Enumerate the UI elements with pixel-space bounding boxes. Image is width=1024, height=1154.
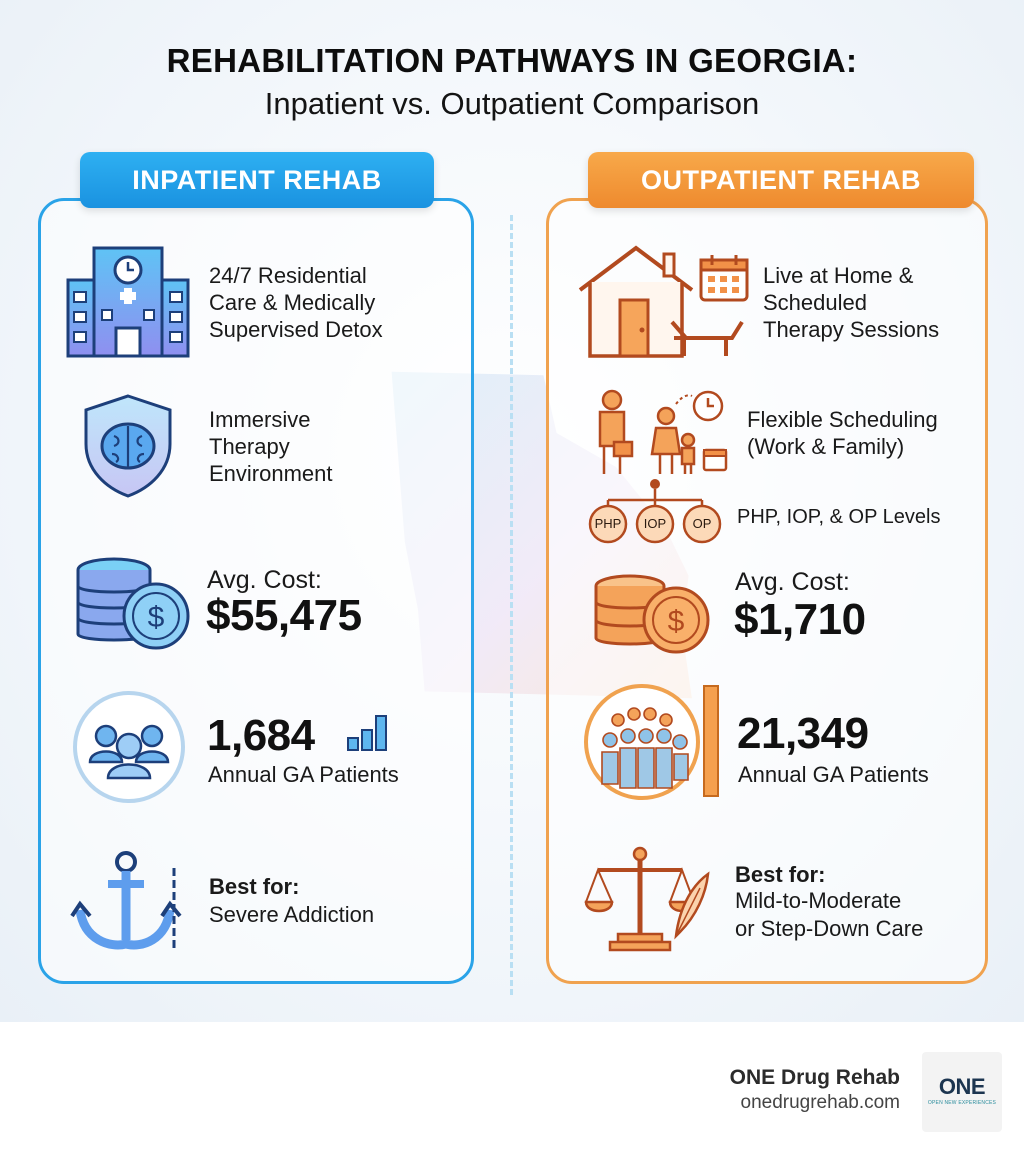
- home-line-3: Therapy Sessions: [763, 317, 940, 342]
- outpatient-best-line-1: Mild-to-Moderate: [735, 888, 902, 913]
- hospital-icon: [66, 246, 190, 358]
- inpatient-badge: INPATIENT REHAB: [80, 152, 434, 208]
- therapy-line-1: Immersive: [209, 407, 311, 432]
- flex-line-1: Flexible Scheduling: [747, 407, 938, 432]
- coins-dollar-icon: $: [76, 557, 190, 650]
- crowd-icon: [584, 684, 719, 800]
- inpatient-cost-label: Avg. Cost:: [207, 566, 322, 594]
- flex-line-2: (Work & Family): [747, 434, 905, 459]
- inpatient-patients-label: Annual GA Patients: [208, 762, 399, 787]
- footer-brand: ONE Drug Rehab: [729, 1066, 900, 1089]
- outpatient-cost-value: $1,710: [734, 595, 866, 644]
- inpatient-care-text: 24/7 Residential Care & Medically Superv…: [209, 262, 383, 343]
- center-divider: [510, 215, 513, 995]
- inpatient-best-label: Best for:: [209, 874, 300, 899]
- inpatient-therapy-text: Immersive Therapy Environment: [209, 406, 333, 487]
- outpatient-patients-value: 21,349: [737, 709, 869, 758]
- anchor-chain-icon: [70, 851, 182, 952]
- family-clock-icon: [598, 389, 728, 474]
- logo-tagline: OPEN NEW EXPERIENCES: [927, 1100, 997, 1106]
- level-badge-op: OP: [692, 516, 712, 531]
- therapy-line-3: Environment: [209, 461, 333, 486]
- care-line-1: 24/7 Residential: [209, 263, 367, 288]
- therapy-line-2: Therapy: [209, 434, 290, 459]
- level-badge-iop: IOP: [643, 516, 667, 531]
- house-lounger-icon: [578, 245, 744, 358]
- level-tree-icon: [588, 479, 722, 544]
- care-line-2: Care & Medically: [209, 290, 376, 315]
- outpatient-cost-label: Avg. Cost:: [735, 568, 850, 596]
- people-group-icon: [73, 691, 185, 803]
- page-subtitle: Inpatient vs. Outpatient Comparison: [264, 86, 760, 121]
- coins-dollar-icon-orange: $: [594, 574, 710, 654]
- outpatient-best-line-2: or Step-Down Care: [735, 916, 924, 941]
- outpatient-home-text: Live at Home & Scheduled Therapy Session…: [763, 262, 939, 343]
- brand-logo: ONE OPEN NEW EXPERIENCES: [922, 1052, 1002, 1132]
- outpatient-best-label: Best for:: [735, 862, 826, 887]
- page-title: REHABILITATION PATHWAYS IN GEORGIA:: [166, 42, 858, 79]
- svg-text:$: $: [148, 601, 165, 634]
- brain-shield-icon: [84, 394, 172, 498]
- outpatient-flex-text: Flexible Scheduling (Work & Family): [747, 406, 938, 460]
- outpatient-patients-label: Annual GA Patients: [738, 762, 929, 787]
- bar-chart-icon: [347, 715, 387, 751]
- infographic-canvas: REHABILITATION PATHWAYS IN GEORGIA: Inpa…: [0, 0, 1024, 1022]
- outpatient-badge: OUTPATIENT REHAB: [588, 152, 974, 208]
- footer-url[interactable]: onedrugrehab.com: [740, 1092, 901, 1113]
- logo-text: ONE: [938, 1074, 986, 1099]
- calendar-icon: [699, 255, 749, 302]
- inpatient-cost-value: $55,475: [206, 591, 362, 640]
- outpatient-levels-text: PHP, IOP, & OP Levels: [737, 506, 941, 528]
- home-line-1: Live at Home &: [763, 263, 914, 288]
- home-line-2: Scheduled: [763, 290, 867, 315]
- inpatient-patients-value: 1,684: [207, 711, 315, 760]
- level-badge-php: PHP: [594, 516, 622, 531]
- scales-quill-icon: [584, 846, 710, 952]
- care-line-3: Supervised Detox: [209, 317, 383, 342]
- svg-text:$: $: [668, 605, 685, 638]
- inpatient-best-value: Severe Addiction: [209, 902, 375, 927]
